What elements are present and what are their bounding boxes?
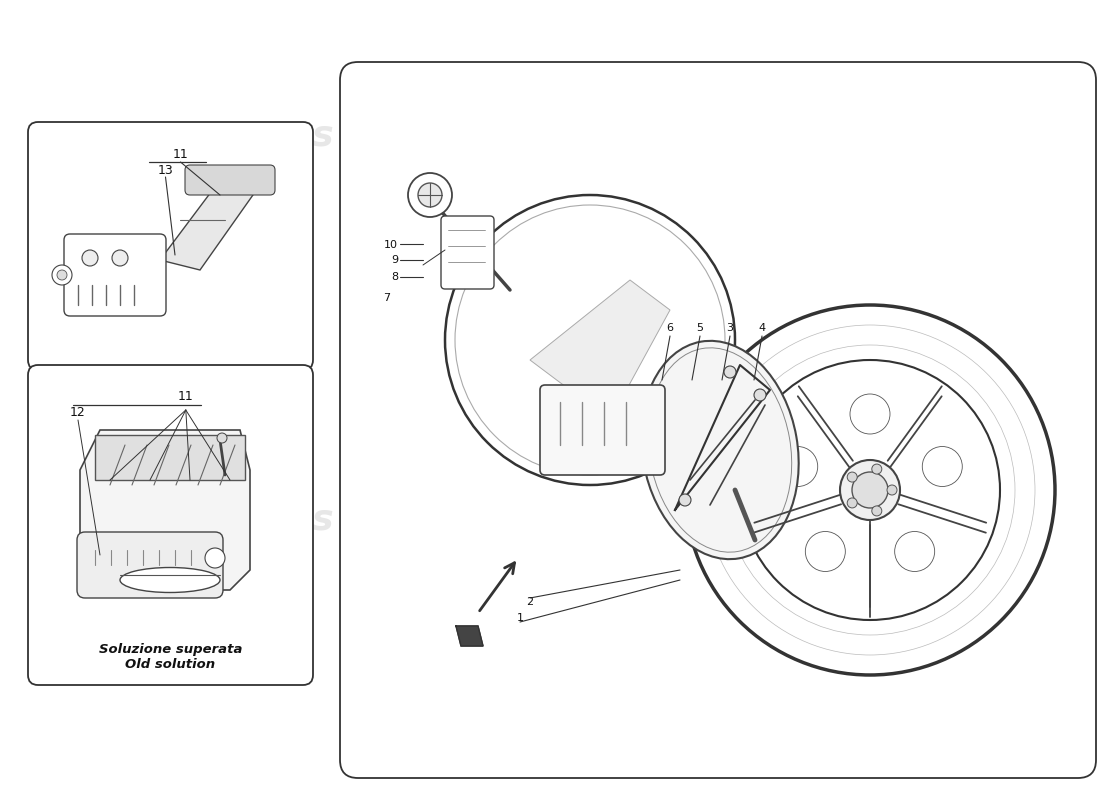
Circle shape	[778, 446, 817, 486]
Text: 13: 13	[157, 163, 174, 177]
Text: eurospares: eurospares	[546, 119, 774, 153]
Circle shape	[724, 366, 736, 378]
Ellipse shape	[641, 341, 799, 559]
Circle shape	[922, 446, 962, 486]
FancyBboxPatch shape	[185, 165, 275, 195]
Circle shape	[840, 460, 900, 520]
Text: 5: 5	[696, 323, 704, 333]
Circle shape	[418, 183, 442, 207]
Text: 8: 8	[390, 272, 398, 282]
Polygon shape	[456, 626, 483, 646]
FancyBboxPatch shape	[540, 385, 666, 475]
FancyBboxPatch shape	[28, 365, 313, 685]
Circle shape	[805, 531, 845, 571]
Circle shape	[847, 472, 857, 482]
Text: 7: 7	[383, 293, 390, 303]
Text: 9: 9	[390, 255, 398, 265]
FancyBboxPatch shape	[441, 216, 494, 289]
Ellipse shape	[648, 348, 792, 552]
Text: 12: 12	[70, 406, 86, 419]
Circle shape	[847, 498, 857, 508]
Polygon shape	[530, 280, 670, 420]
Text: 4: 4	[758, 323, 766, 333]
Text: 2: 2	[527, 597, 534, 607]
Text: eurospares: eurospares	[106, 503, 334, 537]
Circle shape	[82, 250, 98, 266]
Polygon shape	[95, 435, 245, 480]
FancyBboxPatch shape	[64, 234, 166, 316]
Circle shape	[872, 506, 882, 516]
Text: 6: 6	[667, 323, 673, 333]
FancyBboxPatch shape	[77, 532, 223, 598]
Circle shape	[52, 265, 72, 285]
Circle shape	[408, 173, 452, 217]
Circle shape	[205, 548, 225, 568]
Circle shape	[217, 433, 227, 443]
Circle shape	[850, 394, 890, 434]
Text: 10: 10	[384, 240, 398, 250]
Circle shape	[57, 270, 67, 280]
Circle shape	[455, 205, 725, 475]
FancyBboxPatch shape	[340, 62, 1096, 778]
Text: Soluzione superata
Old solution: Soluzione superata Old solution	[99, 643, 242, 671]
Circle shape	[872, 464, 882, 474]
Polygon shape	[80, 430, 250, 590]
Circle shape	[679, 494, 691, 506]
Text: eurospares: eurospares	[106, 119, 334, 153]
Circle shape	[685, 305, 1055, 675]
Text: 3: 3	[726, 323, 734, 333]
Text: 11: 11	[178, 390, 194, 403]
Circle shape	[112, 250, 128, 266]
Text: eurospares: eurospares	[546, 503, 774, 537]
Circle shape	[887, 485, 896, 495]
Ellipse shape	[120, 567, 220, 593]
Circle shape	[852, 472, 888, 508]
Circle shape	[754, 389, 766, 401]
Circle shape	[446, 195, 735, 485]
Text: 1: 1	[517, 613, 524, 623]
Circle shape	[894, 531, 935, 571]
Text: 11: 11	[173, 147, 188, 161]
Polygon shape	[160, 180, 260, 270]
FancyBboxPatch shape	[28, 122, 313, 370]
Circle shape	[740, 360, 1000, 620]
